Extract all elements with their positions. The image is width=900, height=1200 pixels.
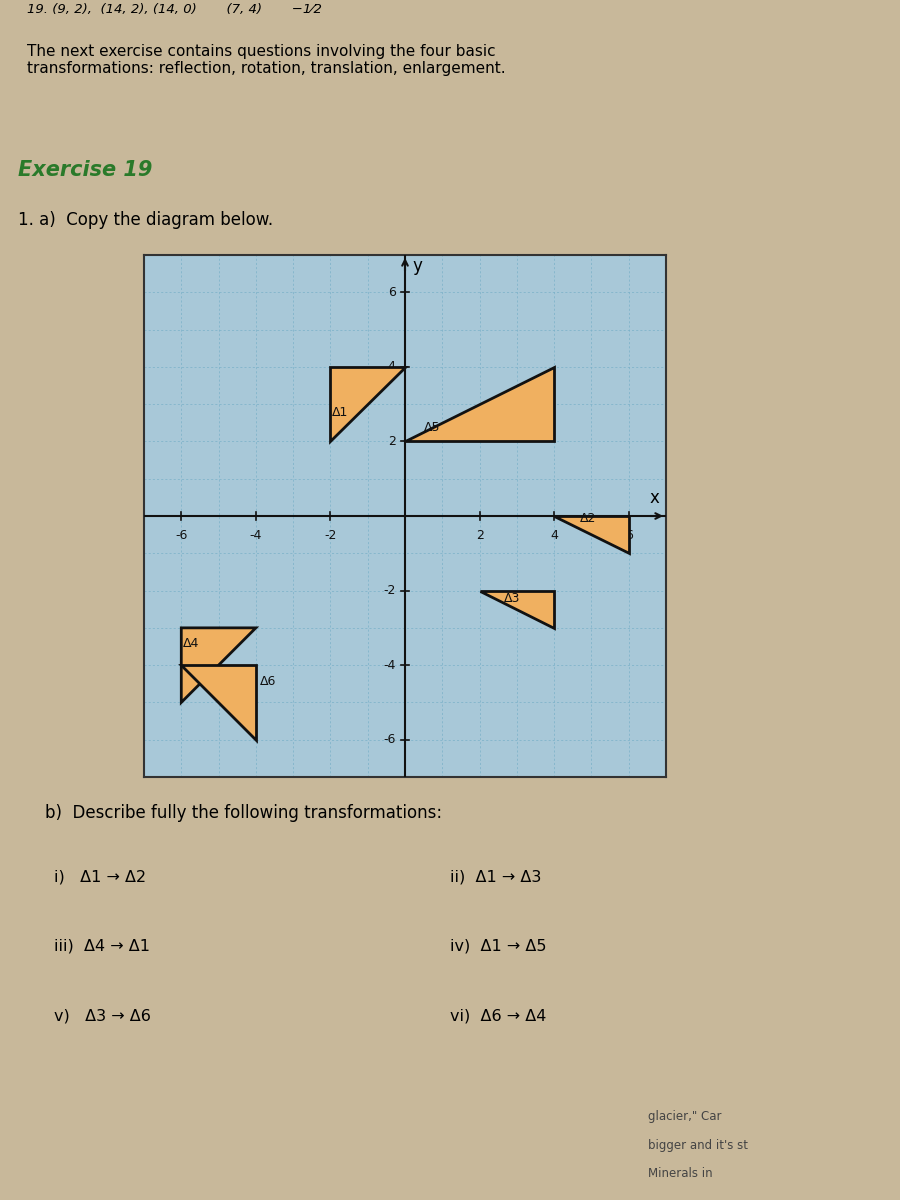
- Text: 6: 6: [625, 529, 633, 542]
- Text: 4: 4: [388, 360, 396, 373]
- Text: -6: -6: [383, 733, 396, 746]
- Text: 2: 2: [475, 529, 483, 542]
- Text: Δ1: Δ1: [332, 406, 348, 419]
- Text: y: y: [412, 257, 422, 275]
- Text: 2: 2: [388, 434, 396, 448]
- Text: 19. (9, 2),  (14, 2), (14, 0)       (7, 4)       −1⁄2: 19. (9, 2), (14, 2), (14, 0) (7, 4) −1⁄2: [27, 4, 322, 16]
- Text: i)   Δ1 → Δ2: i) Δ1 → Δ2: [54, 870, 146, 884]
- Text: Δ5: Δ5: [424, 421, 440, 434]
- Polygon shape: [181, 628, 256, 702]
- Text: Δ2: Δ2: [580, 512, 597, 526]
- Text: 1. a)  Copy the diagram below.: 1. a) Copy the diagram below.: [18, 210, 273, 228]
- Polygon shape: [554, 516, 629, 553]
- Text: bigger and it's st: bigger and it's st: [648, 1139, 748, 1152]
- Polygon shape: [330, 367, 405, 442]
- Polygon shape: [405, 367, 554, 442]
- Text: -6: -6: [176, 529, 187, 542]
- Text: b)  Describe fully the following transformations:: b) Describe fully the following transfor…: [45, 804, 442, 822]
- Text: Δ4: Δ4: [184, 637, 200, 650]
- Text: 4: 4: [550, 529, 558, 542]
- Text: vi)  Δ6 → Δ4: vi) Δ6 → Δ4: [450, 1008, 546, 1024]
- Text: Minerals in: Minerals in: [648, 1168, 713, 1181]
- Text: -4: -4: [383, 659, 396, 672]
- Text: iii)  Δ4 → Δ1: iii) Δ4 → Δ1: [54, 938, 150, 954]
- Text: Δ3: Δ3: [504, 593, 520, 606]
- Text: -2: -2: [383, 584, 396, 598]
- Polygon shape: [480, 590, 554, 628]
- Polygon shape: [181, 665, 256, 739]
- Text: The next exercise contains questions involving the four basic
transformations: r: The next exercise contains questions inv…: [27, 43, 506, 76]
- Text: glacier," Car: glacier," Car: [648, 1110, 722, 1123]
- Text: x: x: [650, 488, 660, 506]
- Text: iv)  Δ1 → Δ5: iv) Δ1 → Δ5: [450, 938, 546, 954]
- Text: 6: 6: [388, 286, 396, 299]
- Text: -4: -4: [249, 529, 262, 542]
- Text: ii)  Δ1 → Δ3: ii) Δ1 → Δ3: [450, 870, 542, 884]
- Text: Exercise 19: Exercise 19: [18, 160, 152, 180]
- Text: -2: -2: [324, 529, 337, 542]
- Text: Δ6: Δ6: [259, 674, 276, 688]
- Text: v)   Δ3 → Δ6: v) Δ3 → Δ6: [54, 1008, 151, 1024]
